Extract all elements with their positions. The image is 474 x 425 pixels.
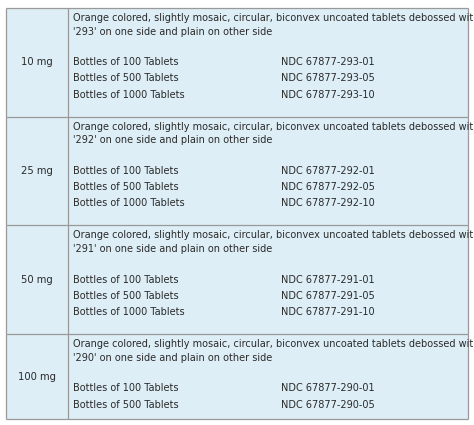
Text: NDC 67877-293-10: NDC 67877-293-10 xyxy=(281,90,374,99)
Bar xyxy=(6,334,68,419)
Text: Orange colored, slightly mosaic, circular, biconvex uncoated tablets debossed wi: Orange colored, slightly mosaic, circula… xyxy=(73,339,474,363)
Text: Orange colored, slightly mosaic, circular, biconvex uncoated tablets debossed wi: Orange colored, slightly mosaic, circula… xyxy=(73,230,474,254)
Text: Bottles of 100 Tablets: Bottles of 100 Tablets xyxy=(73,166,179,176)
Text: NDC 67877-292-05: NDC 67877-292-05 xyxy=(281,182,375,192)
Text: NDC 67877-291-05: NDC 67877-291-05 xyxy=(281,291,374,301)
Text: Bottles of 500 Tablets: Bottles of 500 Tablets xyxy=(73,74,179,83)
Text: 25 mg: 25 mg xyxy=(21,166,53,176)
Text: Bottles of 500 Tablets: Bottles of 500 Tablets xyxy=(73,400,179,410)
Text: Bottles of 500 Tablets: Bottles of 500 Tablets xyxy=(73,182,179,192)
Text: NDC 67877-291-01: NDC 67877-291-01 xyxy=(281,275,374,285)
Bar xyxy=(6,117,68,225)
Text: NDC 67877-292-01: NDC 67877-292-01 xyxy=(281,166,374,176)
Text: 50 mg: 50 mg xyxy=(21,275,53,285)
Text: Orange colored, slightly mosaic, circular, biconvex uncoated tablets debossed wi: Orange colored, slightly mosaic, circula… xyxy=(73,13,474,37)
Text: NDC 67877-292-10: NDC 67877-292-10 xyxy=(281,198,374,208)
Bar xyxy=(68,225,468,334)
Text: Bottles of 100 Tablets: Bottles of 100 Tablets xyxy=(73,275,179,285)
Text: NDC 67877-290-05: NDC 67877-290-05 xyxy=(281,400,374,410)
Text: Bottles of 1000 Tablets: Bottles of 1000 Tablets xyxy=(73,307,185,317)
Bar xyxy=(6,8,68,117)
Text: Bottles of 1000 Tablets: Bottles of 1000 Tablets xyxy=(73,198,185,208)
Text: 100 mg: 100 mg xyxy=(18,371,56,382)
Text: Bottles of 1000 Tablets: Bottles of 1000 Tablets xyxy=(73,90,185,99)
Text: NDC 67877-293-05: NDC 67877-293-05 xyxy=(281,74,374,83)
Bar xyxy=(68,117,468,225)
Text: NDC 67877-290-01: NDC 67877-290-01 xyxy=(281,383,374,394)
Text: Orange colored, slightly mosaic, circular, biconvex uncoated tablets debossed wi: Orange colored, slightly mosaic, circula… xyxy=(73,122,474,145)
Text: NDC 67877-291-10: NDC 67877-291-10 xyxy=(281,307,374,317)
Text: Bottles of 100 Tablets: Bottles of 100 Tablets xyxy=(73,57,179,67)
Text: 10 mg: 10 mg xyxy=(21,57,53,67)
Bar xyxy=(6,225,68,334)
Text: Bottles of 500 Tablets: Bottles of 500 Tablets xyxy=(73,291,179,301)
Text: Bottles of 100 Tablets: Bottles of 100 Tablets xyxy=(73,383,179,394)
Bar xyxy=(68,8,468,117)
Text: NDC 67877-293-01: NDC 67877-293-01 xyxy=(281,57,374,67)
Bar xyxy=(68,334,468,419)
